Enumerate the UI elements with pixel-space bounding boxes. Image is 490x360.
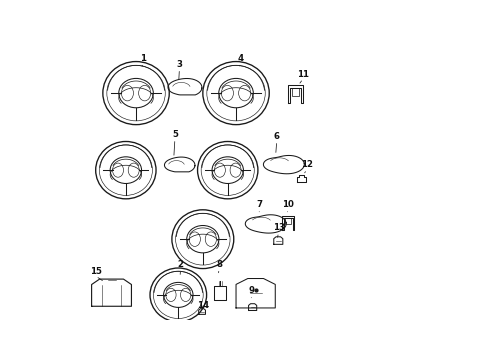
Text: 6: 6 xyxy=(274,132,280,141)
Bar xyxy=(285,218,291,224)
Text: 1: 1 xyxy=(140,54,146,63)
Text: 15: 15 xyxy=(90,267,101,276)
Text: 11: 11 xyxy=(297,70,309,79)
Text: 5: 5 xyxy=(172,130,178,139)
Text: 7: 7 xyxy=(257,200,263,209)
Text: 12: 12 xyxy=(301,160,313,169)
Text: 4: 4 xyxy=(238,54,244,63)
Text: 9: 9 xyxy=(249,286,255,295)
Text: 10: 10 xyxy=(282,200,294,209)
Bar xyxy=(292,87,299,96)
Text: 3: 3 xyxy=(176,60,182,69)
Text: 13: 13 xyxy=(272,223,285,232)
Text: 14: 14 xyxy=(197,301,209,310)
Text: 8: 8 xyxy=(216,260,222,269)
Text: 2: 2 xyxy=(177,260,184,269)
